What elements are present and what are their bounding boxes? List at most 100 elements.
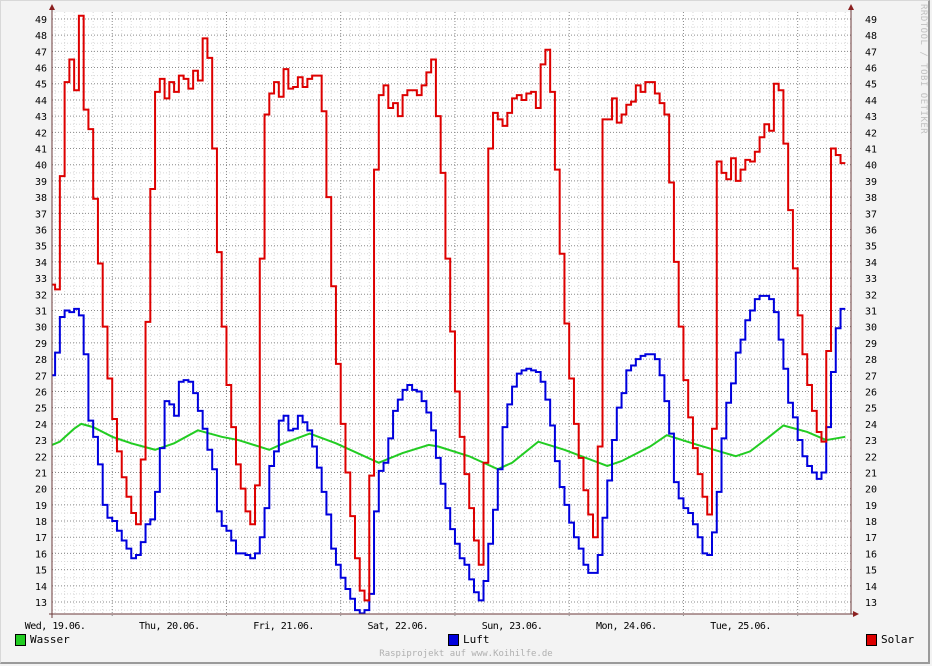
x-tick-label: Sun, 23.06. [482, 621, 543, 632]
y-tick-label-right: 48 [865, 31, 877, 42]
y-tick-label-left: 48 [35, 31, 47, 42]
y-tick-label-right: 15 [865, 566, 877, 577]
x-tick-label: Thu, 20.06. [139, 621, 200, 632]
y-tick-label-right: 40 [865, 161, 877, 172]
y-tick-label-left: 32 [35, 290, 47, 301]
x-tick-label: Fri, 21.06. [253, 621, 314, 632]
x-tick-label: Wed, 19.06. [25, 621, 86, 632]
y-tick-label-left: 35 [35, 242, 47, 253]
y-tick-label-left: 21 [35, 468, 47, 479]
y-tick-label-left: 49 [35, 15, 47, 26]
y-tick-label-right: 25 [865, 404, 877, 415]
y-tick-label-right: 18 [865, 517, 877, 528]
y-tick-label-left: 25 [35, 404, 47, 415]
y-axis-left-arrow-icon [49, 4, 55, 10]
y-tick-label-left: 26 [35, 387, 47, 398]
plot-area [52, 12, 851, 614]
y-tick-label-right: 46 [865, 64, 877, 75]
legend-item-wasser: Wasser [15, 633, 70, 646]
y-tick-label-right: 38 [865, 193, 877, 204]
y-tick-label-left: 22 [35, 452, 47, 463]
x-axis-labels: Wed, 19.06. Thu, 20.06. Fri, 21.06. Sat, 22… [25, 621, 772, 632]
y-axis-left-labels: 13 14 15 16 17 18 19 20 21 22 23 24 25 26 27 28 29 30 31 32… [35, 15, 47, 609]
series-line-luft [52, 294, 846, 615]
legend-swatch-luft [448, 633, 459, 646]
y-tick-label-right: 19 [865, 501, 877, 512]
y-tick-label-right: 23 [865, 436, 877, 447]
y-tick-label-right: 47 [865, 47, 877, 58]
y-tick-label-right: 35 [865, 242, 877, 253]
y-tick-label-right: 30 [865, 323, 877, 334]
y-tick-label-left: 31 [35, 306, 47, 317]
y-tick-label-right: 37 [865, 209, 877, 220]
y-tick-label-right: 42 [865, 128, 877, 139]
y-tick-label-left: 15 [35, 566, 47, 577]
y-tick-label-right: 36 [865, 226, 877, 237]
y-tick-label-left: 18 [35, 517, 47, 528]
y-tick-label-right: 49 [865, 15, 877, 26]
legend-item-luft: Luft [448, 633, 490, 646]
y-tick-label-right: 41 [865, 145, 877, 156]
y-tick-label-right: 21 [865, 468, 877, 479]
y-tick-label-left: 39 [35, 177, 47, 188]
series-line-solar [52, 14, 846, 602]
y-tick-label-right: 27 [865, 371, 877, 382]
y-tick-label-right: 20 [865, 485, 877, 496]
y-tick-label-right: 17 [865, 533, 877, 544]
y-tick-label-right: 24 [865, 420, 877, 431]
y-tick-label-right: 43 [865, 112, 877, 123]
y-axis-right-arrow-icon [848, 4, 854, 10]
y-tick-label-right: 44 [865, 96, 877, 107]
y-tick-label-right: 31 [865, 306, 877, 317]
x-tick-label: Sat, 22.06. [367, 621, 428, 632]
y-tick-label-left: 19 [35, 501, 47, 512]
y-tick-label-right: 14 [865, 582, 877, 593]
y-tick-label-right: 39 [865, 177, 877, 188]
y-tick-label-right: 16 [865, 549, 877, 560]
y-tick-label-left: 29 [35, 339, 47, 350]
y-tick-label-left: 34 [35, 258, 47, 269]
y-tick-label-left: 43 [35, 112, 47, 123]
y-tick-label-right: 45 [865, 80, 877, 91]
legend-label-solar: Solar [881, 633, 915, 646]
y-tick-label-right: 29 [865, 339, 877, 350]
y-tick-label-right: 28 [865, 355, 877, 366]
legend-item-solar: Solar [866, 633, 914, 646]
y-tick-label-left: 13 [35, 598, 47, 609]
x-axis-arrow-icon [853, 611, 859, 617]
y-tick-label-left: 33 [35, 274, 47, 285]
y-tick-label-right: 22 [865, 452, 877, 463]
y-tick-label-left: 42 [35, 128, 47, 139]
legend-swatch-solar [866, 633, 877, 646]
y-tick-label-left: 28 [35, 355, 47, 366]
x-tick-label: Mon, 24.06. [596, 621, 657, 632]
y-tick-label-right: 34 [865, 258, 877, 269]
y-tick-label-left: 38 [35, 193, 47, 204]
y-tick-label-left: 45 [35, 80, 47, 91]
rrdtool-watermark: RRDTOOL / TOBI OETIKER [918, 4, 928, 135]
series-line-wasser [51, 422, 846, 471]
y-tick-label-left: 17 [35, 533, 47, 544]
y-tick-label-left: 36 [35, 226, 47, 237]
y-tick-label-left: 30 [35, 323, 47, 334]
y-tick-label-left: 14 [35, 582, 47, 593]
y-tick-label-right: 26 [865, 387, 877, 398]
y-tick-label-left: 44 [35, 96, 47, 107]
y-tick-label-left: 16 [35, 549, 47, 560]
y-tick-label-left: 20 [35, 485, 47, 496]
footer-credit: Raspiprojekt auf www.Koihilfe.de [379, 649, 553, 659]
y-tick-label-right: 13 [865, 598, 877, 609]
y-tick-label-left: 37 [35, 209, 47, 220]
y-tick-label-left: 47 [35, 47, 47, 58]
y-tick-label-right: 32 [865, 290, 877, 301]
legend-swatch-wasser [15, 633, 26, 646]
series-lines [51, 14, 846, 615]
y-tick-label-left: 41 [35, 145, 47, 156]
y-tick-label-left: 24 [35, 420, 47, 431]
y-tick-label-left: 23 [35, 436, 47, 447]
y-axis-right-labels: 13 14 15 16 17 18 19 20 21 22 23 24 25 26 27 28 29 30 31 32… [865, 15, 877, 609]
y-tick-label-left: 46 [35, 64, 47, 75]
x-tick-label: Tue, 25.06. [710, 621, 771, 632]
